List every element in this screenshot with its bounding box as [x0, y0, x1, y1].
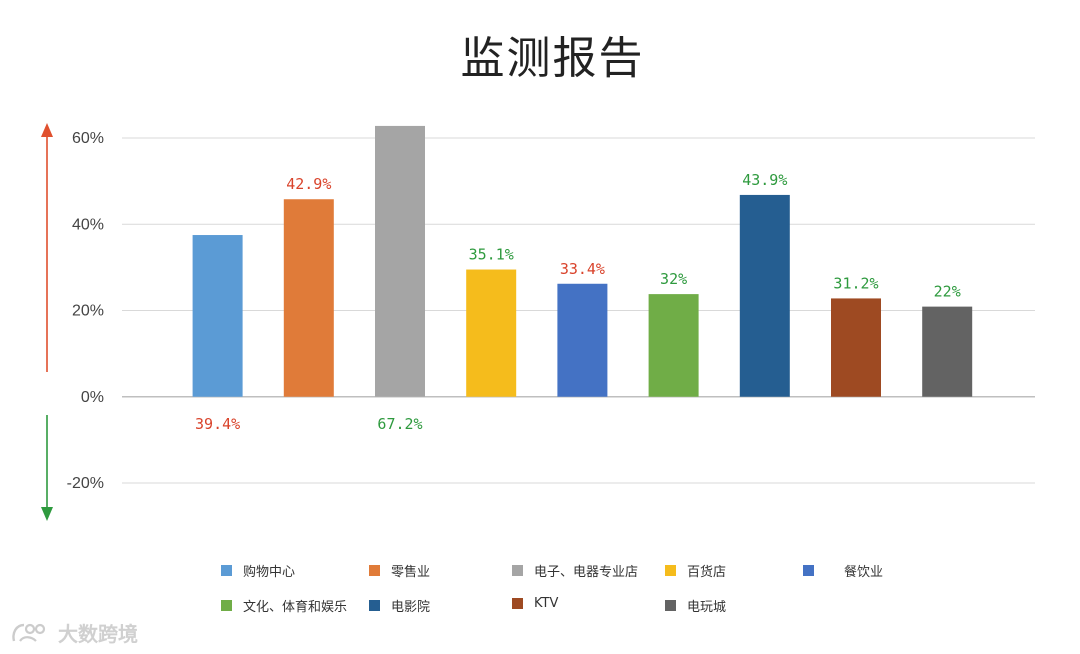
bar	[375, 125, 425, 397]
legend-item: 购物中心	[221, 561, 295, 580]
legend-item: 电玩城	[665, 596, 726, 615]
legend-label: KTV	[534, 596, 559, 611]
legend-item: 电子、电器专业店	[512, 561, 638, 580]
legend-swatch	[221, 565, 232, 576]
bar	[466, 269, 517, 397]
legend-swatch	[369, 600, 380, 611]
legend-item: 百货店	[665, 561, 726, 580]
y-tick-label: 60%	[72, 130, 104, 147]
up-arrow-icon	[41, 123, 53, 137]
trend-arrows	[41, 123, 53, 521]
legend-item: KTV	[512, 596, 558, 611]
legend-swatch	[512, 598, 523, 609]
chart-title: 监测报告	[460, 33, 645, 84]
bar	[283, 199, 334, 397]
y-tick-label: 40%	[72, 216, 104, 233]
watermark-text: 大数跨境	[58, 622, 138, 646]
bar	[739, 194, 790, 397]
legend-label: 购物中心	[243, 565, 296, 580]
data-label: 43.9%	[742, 171, 787, 189]
legend-label: 电子、电器专业店	[534, 565, 639, 580]
data-label: 33.4%	[560, 260, 605, 278]
data-label: 39.4%	[195, 415, 240, 433]
bar	[557, 283, 608, 397]
legend-label: 电影院	[391, 600, 431, 615]
legend-swatch	[221, 600, 232, 611]
bars	[192, 125, 973, 397]
legend-swatch	[512, 565, 523, 576]
legend-swatch	[803, 565, 814, 576]
y-tick-label: 20%	[72, 303, 104, 320]
data-label: 32%	[660, 270, 687, 288]
watermark: 大数跨境	[10, 618, 138, 647]
legend-label: 零售业	[391, 565, 431, 580]
legend-item: 文化、体育和娱乐	[221, 596, 347, 615]
legend-swatch	[369, 565, 380, 576]
data-labels: 39.4% 42.9% 67.2% 35.1% 33.4% 32% 43.9% 31.2% 22…	[195, 171, 961, 433]
legend-swatch	[665, 600, 676, 611]
legend-item: 零售业	[369, 561, 430, 580]
down-arrow-icon	[41, 507, 53, 521]
bar	[648, 294, 699, 397]
data-label: 67.2%	[377, 415, 422, 433]
data-label: 42.9%	[286, 175, 331, 193]
y-tick-label: -20%	[67, 475, 104, 492]
y-tick-label: 0%	[81, 389, 104, 406]
data-label: 22%	[934, 283, 961, 301]
legend-item: 电影院	[369, 596, 430, 615]
legend-item: 餐饮业	[803, 561, 883, 580]
watermark-logo-icon	[12, 623, 46, 642]
bar	[192, 235, 243, 397]
data-label: 35.1%	[469, 246, 514, 264]
y-axis-ticks: 60% 40% 20% 0% -20%	[67, 130, 104, 492]
legend-swatch	[665, 565, 676, 576]
legend-label: 文化、体育和娱乐	[243, 600, 348, 615]
bar	[922, 306, 973, 397]
legend-label: 餐饮业	[844, 565, 884, 580]
legend-label: 电玩城	[687, 600, 727, 615]
data-label: 31.2%	[833, 274, 878, 292]
bar	[831, 298, 881, 397]
legend-label: 百货店	[687, 565, 727, 580]
